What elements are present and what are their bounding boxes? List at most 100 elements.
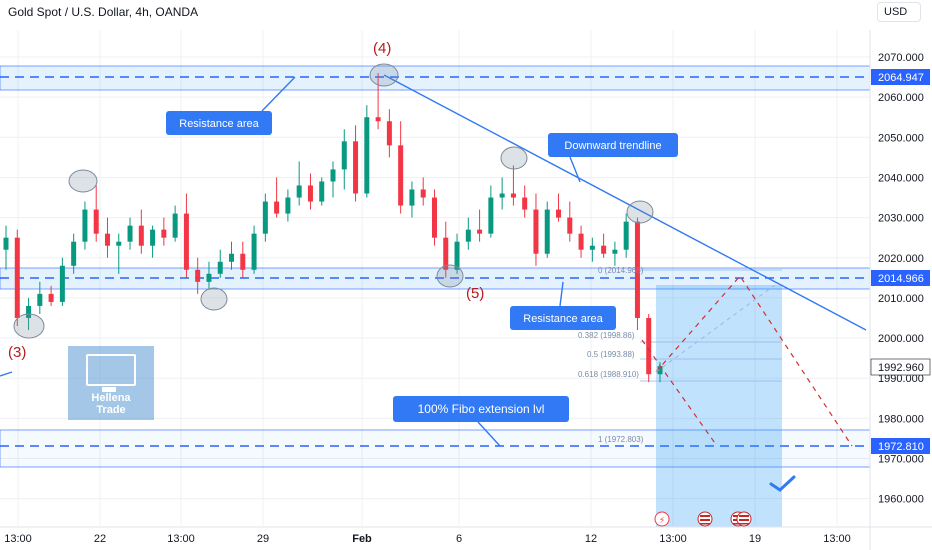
candle-body: [341, 141, 347, 170]
svg-text:2064.947: 2064.947: [878, 72, 924, 84]
x-tick: 13:00: [823, 533, 851, 545]
candle-body: [556, 209, 562, 218]
candle-body: [172, 213, 178, 238]
candle-body: [623, 221, 629, 250]
candle-body: [353, 141, 359, 194]
price-tag-target: 1972.810: [871, 438, 930, 454]
candle-body: [71, 241, 77, 266]
price-tag-top: 2064.947: [871, 69, 930, 85]
candle-body: [161, 229, 167, 238]
candle-body: [104, 233, 110, 246]
candle-body: [319, 181, 325, 202]
y-tick: 2040.000: [878, 172, 924, 184]
y-tick: 2060.000: [878, 92, 924, 104]
candle-body: [499, 193, 505, 198]
fib-label-382: 0.382 (1998.86): [578, 331, 635, 340]
x-tick: Feb: [352, 533, 372, 545]
fib-retracement-lines: [640, 269, 782, 382]
pivot-circles: [13, 63, 654, 339]
candle-body: [646, 317, 652, 375]
y-tick: 1970.000: [878, 454, 924, 466]
candle-body: [59, 265, 65, 302]
candle-body: [533, 209, 539, 254]
wave-label-4: (4): [373, 40, 391, 57]
y-tick: 2070.000: [878, 52, 924, 64]
event-icons[interactable]: ⚡: [654, 511, 752, 527]
candle-body: [544, 209, 550, 254]
candle-body: [206, 273, 212, 282]
x-tick: 29: [257, 533, 269, 545]
y-tick: 2000.000: [878, 333, 924, 345]
callout-resistance-1: Resistance area: [166, 76, 296, 135]
candle-body: [229, 253, 235, 262]
x-tick: 6: [456, 533, 462, 545]
x-axis: 13:00 22 13:00 29 Feb 6 12 13:00 19 13:0…: [4, 533, 851, 545]
x-tick: 13:00: [4, 533, 32, 545]
x-tick: 22: [94, 533, 106, 545]
fib-label-0: 0 (2014.966): [598, 266, 644, 275]
candle-body: [431, 197, 437, 238]
chart-title: Gold Spot / U.S. Dollar, 4h, OANDA: [8, 5, 199, 19]
y-tick: 2020.000: [878, 253, 924, 265]
callout-label: 100% Fibo extension lvl: [418, 402, 545, 416]
horizontal-grid: [0, 56, 870, 500]
candle-body: [567, 217, 573, 234]
hellena-trade-logo: Hellena Trade: [68, 346, 154, 420]
candle-body: [578, 233, 584, 250]
candle-body: [26, 305, 32, 318]
callout-resistance-2: Resistance area: [510, 281, 616, 330]
projection-box: [656, 285, 782, 527]
fib-label-5: 0.5 (1993.88): [587, 350, 635, 359]
check-icon: [769, 475, 796, 492]
y-tick: 2010.000: [878, 293, 924, 305]
candle-body: [398, 145, 404, 206]
projected-path: [641, 275, 853, 447]
callout-fibo: 100% Fibo extension lvl: [393, 396, 569, 447]
candles: [3, 73, 663, 383]
candle-body: [601, 245, 607, 254]
candle-body: [251, 233, 257, 270]
fib-labels: 0 (2014.966) 0.382 (1998.86) 0.5 (1993.8…: [578, 266, 644, 444]
currency-selector[interactable]: USD: [877, 2, 921, 22]
logo-text-1: Hellena: [91, 392, 131, 404]
candle-body: [116, 241, 122, 246]
monitor-icon: [86, 354, 136, 392]
candle-body: [195, 269, 201, 282]
wave-labels: (4) (3) (5): [8, 40, 484, 361]
candle-body: [465, 229, 471, 242]
candle-body: [657, 366, 663, 375]
candle-body: [409, 189, 415, 206]
candle-body: [488, 197, 494, 234]
candle-body: [240, 253, 246, 270]
downward-trendline: [383, 74, 867, 331]
candle-body: [454, 241, 460, 270]
fibo-ext-zone: [0, 429, 871, 468]
candle-body: [589, 245, 595, 250]
fib-label-1: 1 (1972.803): [598, 435, 644, 444]
candle-body: [262, 201, 268, 234]
x-tick: 12: [585, 533, 597, 545]
x-tick: 13:00: [659, 533, 687, 545]
candle-body: [510, 193, 516, 198]
candle-body: [217, 261, 223, 274]
candle-body: [127, 225, 133, 242]
candle-body: [612, 249, 618, 254]
candle-body: [330, 169, 336, 182]
y-tick: 1980.000: [878, 413, 924, 425]
resistance-zone-top: [0, 65, 871, 91]
price-tag-current: 1992.960: [870, 358, 931, 376]
candle-body: [37, 293, 43, 306]
y-tick: 2050.000: [878, 132, 924, 144]
candle-body: [364, 117, 370, 194]
price-tag-mid: 2014.966: [871, 270, 930, 286]
candle-body: [386, 121, 392, 146]
candle-body: [150, 229, 156, 246]
wave3-stub: [0, 371, 13, 377]
callout-trendline: Downward trendline: [548, 133, 678, 183]
candle-body: [522, 197, 528, 210]
projected-path-light: [655, 284, 776, 373]
candle-body: [285, 197, 291, 214]
candle-body: [82, 209, 88, 242]
candle-body: [274, 201, 280, 214]
